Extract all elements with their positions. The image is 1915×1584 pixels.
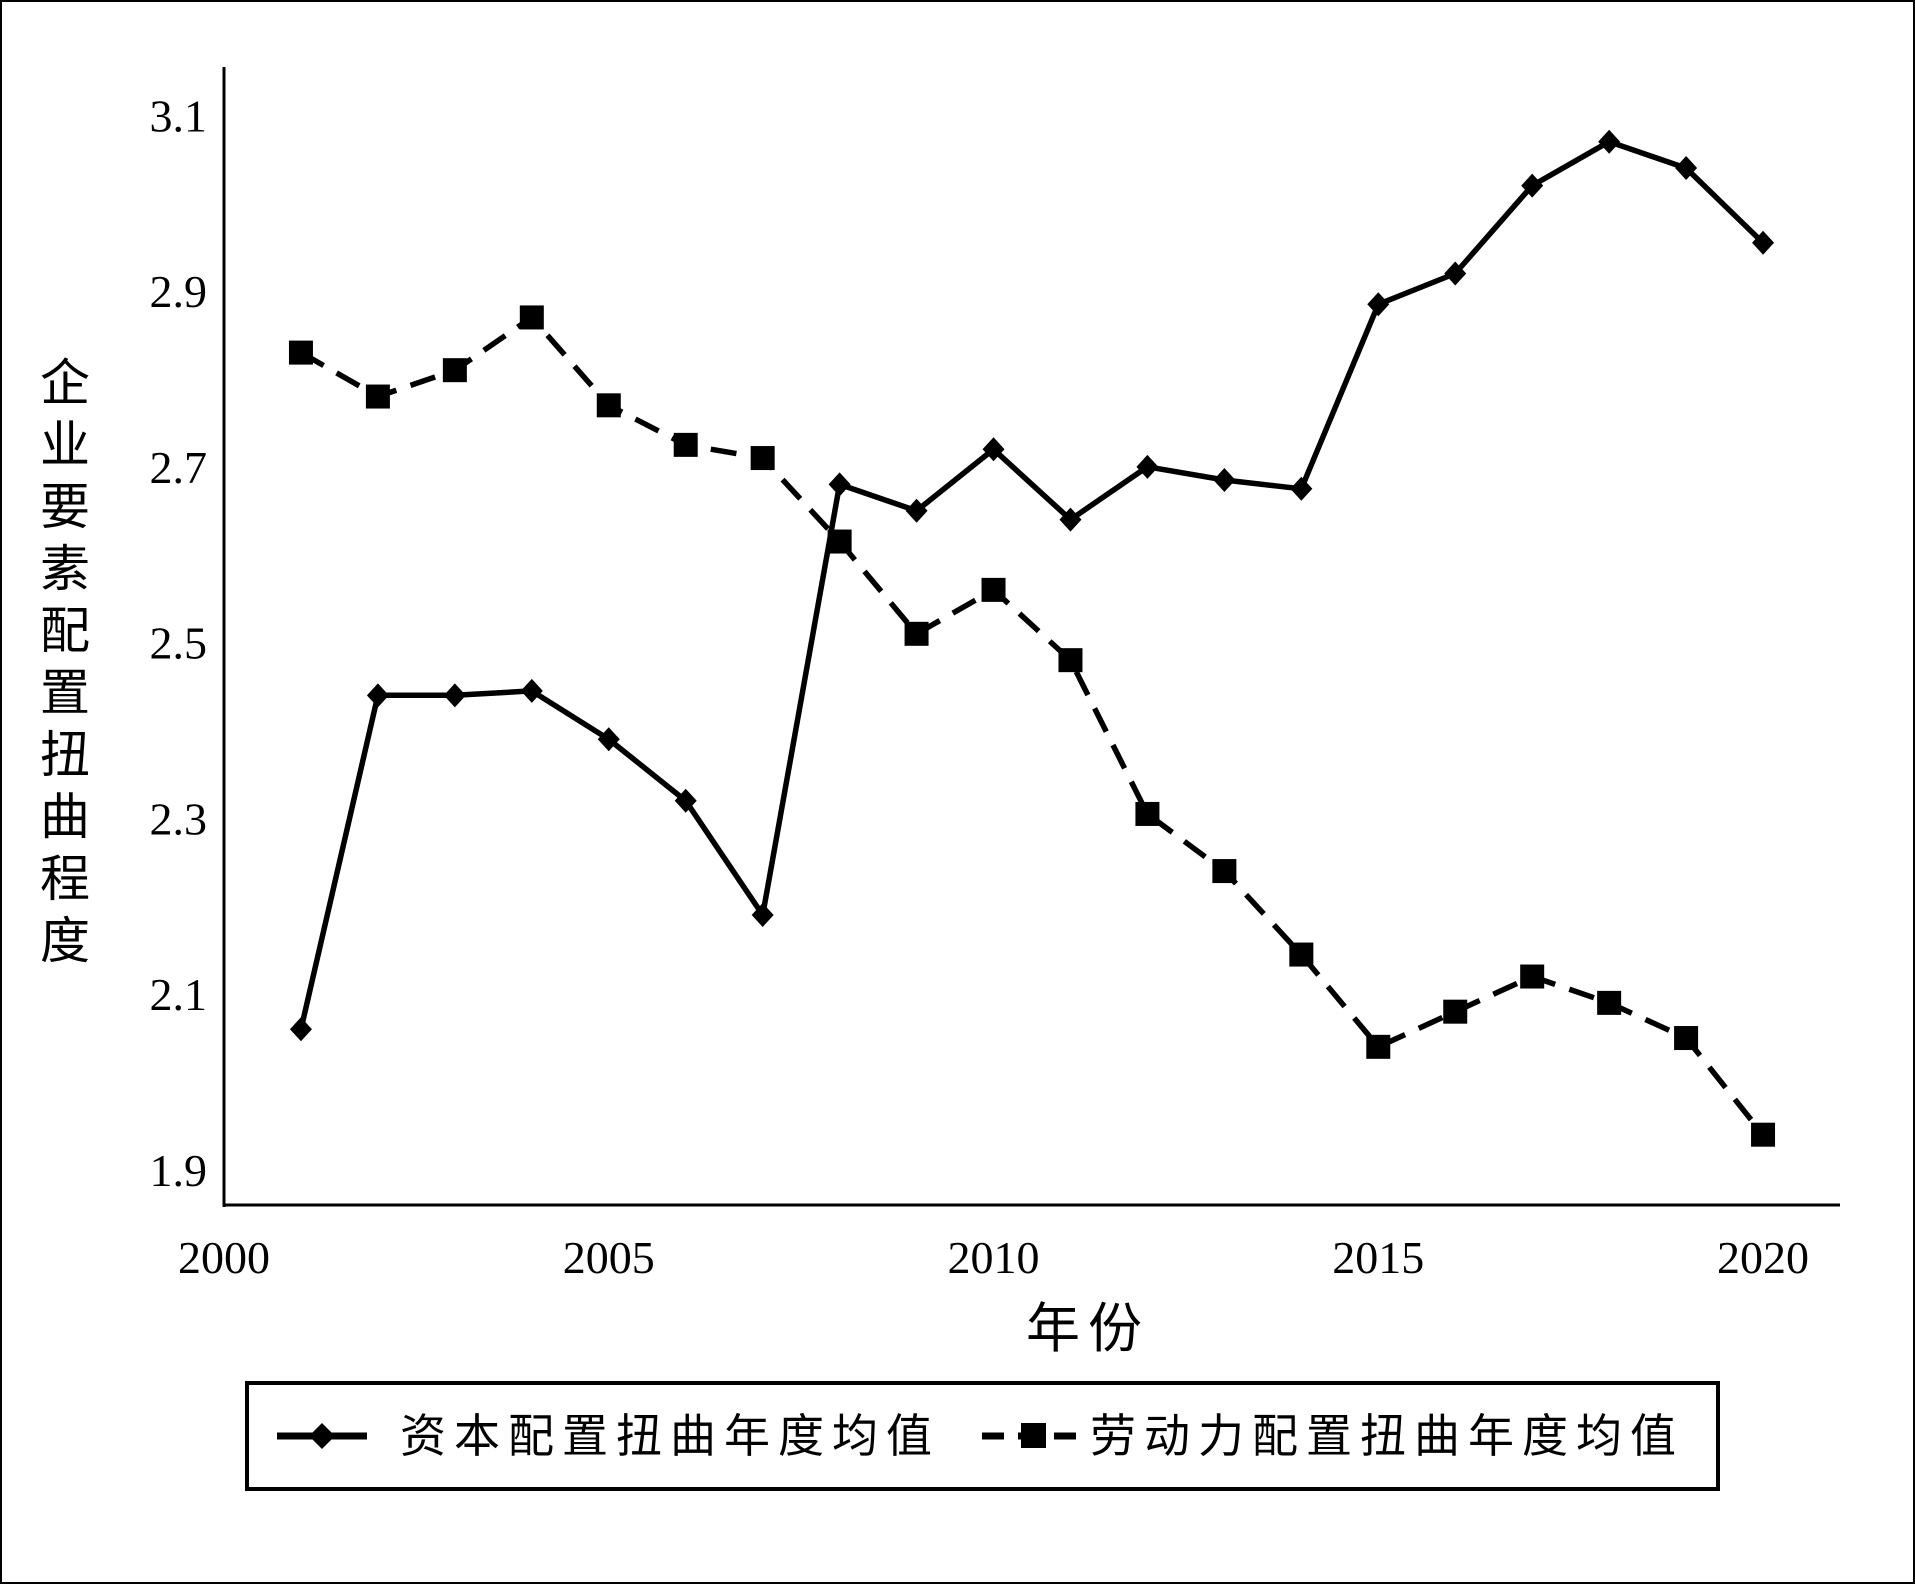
series-0-point-2017 [1521,173,1544,198]
x-tick-label-2010: 2010 [948,1232,1040,1283]
series-1 [288,305,1776,1147]
series-0-point-2016 [1444,261,1467,286]
series-1-point-2019 [1674,1026,1699,1051]
series-1-point-2005 [596,393,621,418]
series-0-point-2015 [1367,292,1390,317]
series-1-point-2014 [1289,942,1314,967]
tick-labels: 2000 2005 2010 2015 2020 1.9 2.1 2.3 2.5 2.7 2.9 3.… [150,90,1810,1283]
y-axis-title-char-8: 程 [40,850,90,908]
y-tick-label-2-9: 2.9 [150,266,208,317]
x-tick-label-2005: 2005 [563,1232,655,1283]
y-axis-title-char-5: 置 [40,664,90,722]
series-1-point-2017 [1520,964,1545,989]
series-1-point-2013 [1212,859,1237,884]
series-0-point-2009 [905,498,928,523]
series-1-point-2011 [1058,648,1083,673]
series-1-point-2001 [288,340,313,365]
series-1-point-2012 [1135,801,1160,826]
series-layer [288,129,1776,1147]
y-axis-title-char-9: 度 [40,912,90,970]
y-axis-title-char-2: 要 [40,478,90,536]
series-0-point-2001 [289,1017,312,1042]
series-0-point-2013 [1213,468,1236,493]
legend-box [245,1381,1720,1491]
series-1-point-2003 [442,358,467,383]
series-0-point-2020 [1752,230,1775,255]
series-1-point-2018 [1597,990,1622,1015]
y-axis-title-char-6: 扭 [40,726,90,784]
legend-entry-labor: 劳动力配置扭曲年度均值 [982,1409,1684,1463]
y-axis-title-char-1: 业 [40,416,90,474]
series-1-point-2015 [1366,1034,1391,1059]
legend-entry-capital: 资本配置扭曲年度均值 [277,1409,940,1463]
series-line-1 [299,314,1766,1137]
x-tick-label-2000: 2000 [178,1232,270,1283]
y-tick-label-1-9: 1.9 [150,1145,208,1196]
series-0-point-2019 [1675,156,1698,181]
series-0-point-2004 [520,678,543,703]
series-0-point-2006 [674,788,697,813]
y-axis-title-char-0: 企 [40,354,90,412]
series-0-point-2005 [597,727,620,752]
series-0-point-2010 [982,437,1005,462]
legend-swatch-labor-marker [1021,1423,1046,1448]
series-0-point-2007 [751,903,774,928]
y-tick-label-2-5: 2.5 [150,618,208,669]
series-0-point-2011 [1059,507,1082,532]
legend-label-capital: 资本配置扭曲年度均值 [400,1409,940,1463]
legend-label-labor: 劳动力配置扭曲年度均值 [1090,1409,1684,1463]
series-1-point-2007 [750,446,775,471]
legend-swatch-capital-marker [309,1423,335,1449]
series-1-point-2010 [981,577,1006,602]
series-0 [289,129,1775,1042]
x-axis-title: 年份 [1026,1297,1150,1360]
series-0-point-2008 [828,472,851,497]
y-axis-title-char-7: 曲 [40,788,90,846]
series-1-point-2006 [673,432,698,457]
series-line-0 [298,138,1765,1030]
series-0-point-2014 [1290,476,1313,501]
y-axis-title-char-4: 配 [40,602,90,660]
y-tick-label-2-3: 2.3 [150,793,208,844]
y-tick-label-2-1: 2.1 [150,969,208,1020]
y-tick-label-3-1: 3.1 [150,90,208,141]
axes [222,67,1840,1207]
x-tick-label-2015: 2015 [1332,1232,1424,1283]
series-0-point-2012 [1136,454,1159,479]
series-0-point-2003 [443,683,466,708]
series-1-point-2016 [1443,999,1468,1024]
series-1-point-2004 [519,305,544,330]
series-1-point-2020 [1751,1122,1776,1147]
series-0-point-2018 [1598,129,1621,154]
series-0-point-2002 [366,683,389,708]
series-1-point-2008 [827,529,852,554]
series-1-point-2002 [365,384,390,409]
y-tick-label-2-7: 2.7 [150,442,208,493]
x-tick-label-2020: 2020 [1717,1232,1809,1283]
y-axis-title-char-3: 素 [40,540,90,598]
series-1-point-2009 [904,621,929,646]
legend: 资本配置扭曲年度均值 劳动力配置扭曲年度均值 [245,1381,1720,1491]
